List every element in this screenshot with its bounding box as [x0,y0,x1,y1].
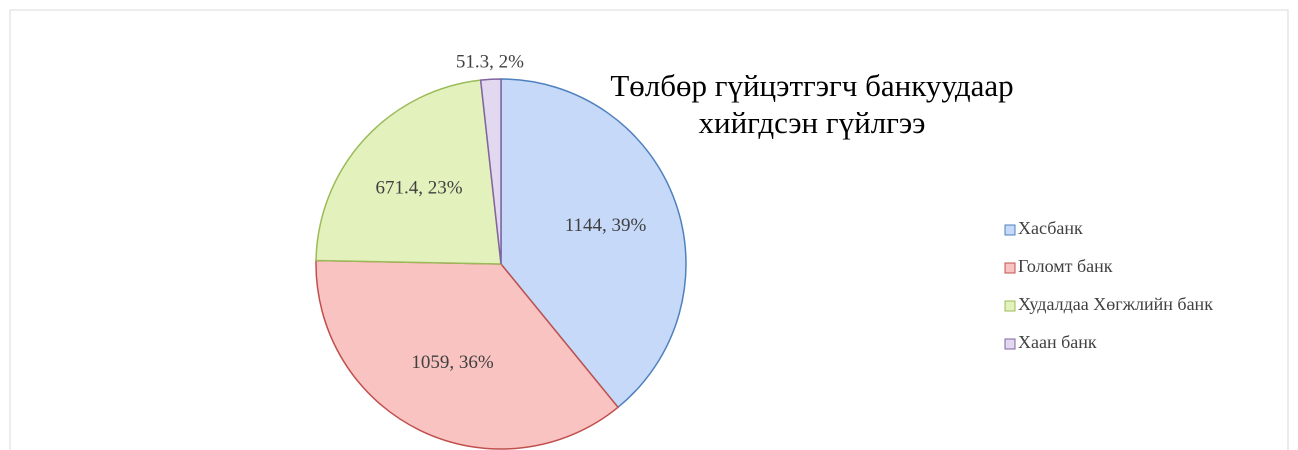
chart-border [9,9,1289,450]
pie-slice [500,78,687,409]
data-label: 671.4, 23% [375,178,462,199]
chart-title: хийгдсэн гүйлгээ [698,105,925,140]
legend-swatch [1004,262,1016,274]
pie-slice [315,79,502,265]
chart-title: Төлбөр гүйцэтгэгч банкуудаар [610,68,1013,103]
legend-label: Голомт банк [1018,256,1113,276]
data-label: 1144, 39% [565,215,647,236]
pie-slice [315,259,620,450]
legend-swatch [1004,224,1016,236]
legend-swatch [1004,338,1016,350]
legend-swatch [1004,300,1016,312]
legend-label: Худалдаа Хөгжлийн банк [1018,294,1213,314]
pie-slice [479,78,502,265]
data-label: 51.3, 2% [456,52,524,73]
legend-label: Хаан банк [1018,332,1097,352]
legend-label: Хасбанк [1018,218,1083,238]
data-label: 1059, 36% [411,352,494,373]
